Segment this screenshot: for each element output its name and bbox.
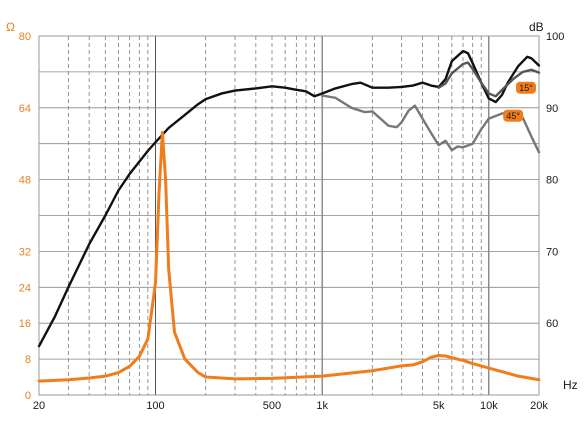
right-axis-unit: dB (529, 20, 544, 34)
left-tick-label: 48 (19, 175, 31, 187)
left-tick-label: 24 (19, 282, 31, 294)
left-tick-label: 8 (25, 354, 31, 366)
spl-curve (37, 49, 541, 348)
right-tick-label: 80 (546, 175, 558, 187)
x-tick-label: 1k (316, 400, 328, 412)
right-axis-ticks: 60 70 80 90 100 (546, 31, 564, 330)
left-tick-label: 32 (19, 246, 31, 258)
right-tick-label: 90 (546, 103, 558, 115)
left-axis-ticks: 0 8 16 24 32 48 64 80 (19, 31, 31, 402)
right-tick-label: 70 (546, 246, 558, 258)
right-tick-label: 100 (546, 31, 564, 43)
x-tick-label: 100 (146, 400, 164, 412)
plot-frame (38, 35, 540, 396)
series-layer (37, 49, 541, 383)
x-axis-ticks: 20 100 500 1k 5k 10k 20k (33, 400, 548, 412)
x-axis-unit: Hz (563, 378, 578, 392)
right-tick-label: 60 (546, 318, 558, 330)
left-axis-unit: Ω (6, 20, 15, 34)
angle-tag-badge (516, 81, 536, 94)
x-tick-label: 5k (433, 400, 445, 412)
x-tick-label: 20 (33, 400, 45, 412)
angle-tag-label: 15° (519, 83, 533, 93)
angle-tag-badge (503, 109, 524, 122)
angle-tag-label: 45° (506, 111, 520, 121)
impedance-curve (37, 130, 541, 383)
grid (39, 36, 539, 395)
x-tick-label: 10k (480, 400, 498, 412)
left-tick-label: 64 (19, 103, 31, 115)
left-tick-label: 0 (25, 390, 31, 402)
left-tick-label: 80 (19, 31, 31, 43)
x-tick-label: 500 (263, 400, 281, 412)
spl-curve (437, 61, 541, 98)
x-tick-label: 20k (530, 400, 548, 412)
left-tick-label: 16 (19, 318, 31, 330)
angle-tags: 15° 45° (503, 81, 536, 122)
spl-curve (320, 94, 541, 154)
